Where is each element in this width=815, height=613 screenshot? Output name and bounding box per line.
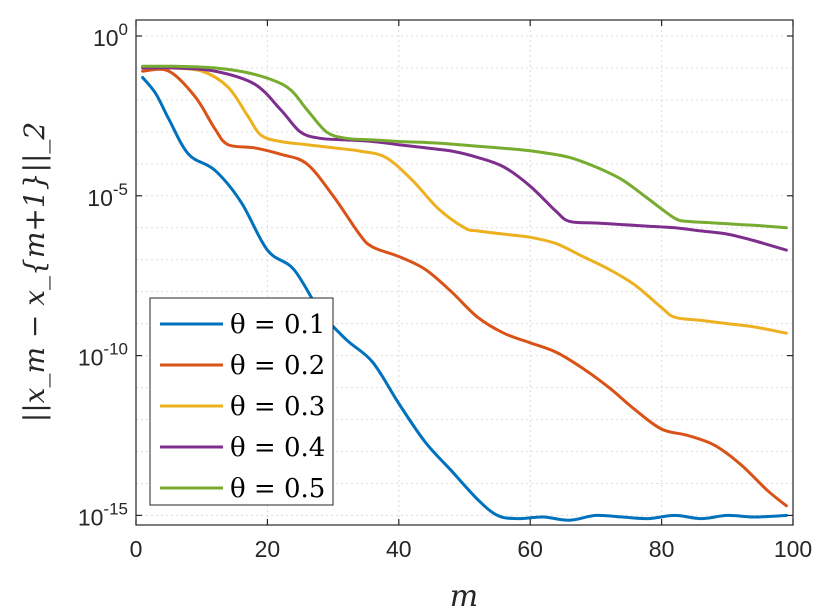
series-line-theta-0.3 bbox=[141, 66, 788, 335]
y-tick-label: 10-5 bbox=[87, 180, 128, 211]
x-tick-label: 60 bbox=[517, 536, 543, 562]
legend-label-theta-0.4: θ = 0.4 bbox=[230, 433, 325, 463]
x-axis-label-text: m bbox=[450, 579, 478, 613]
legend-label-theta-0.2: θ = 0.2 bbox=[230, 351, 325, 381]
legend-box bbox=[149, 297, 334, 506]
y-tick-label: 100 bbox=[93, 20, 128, 51]
y-tick-label: 10-15 bbox=[78, 499, 128, 530]
legend-label-theta-0.3: θ = 0.3 bbox=[230, 392, 325, 422]
series-lines bbox=[141, 64, 788, 522]
x-tick-label: 20 bbox=[255, 536, 281, 562]
series-line-theta-0.2 bbox=[141, 67, 788, 508]
y-tick-label: 10-10 bbox=[78, 340, 128, 371]
legend-label-theta-0.1: θ = 0.1 bbox=[230, 310, 325, 340]
y-axis-label: ||x_m − x_{m+1}||_2 bbox=[18, 122, 51, 422]
x-tick-label: 40 bbox=[386, 536, 412, 562]
y-axis-label-text: ||x_m − x_{m+1}||_2 bbox=[18, 122, 51, 422]
legend: θ = 0.1 θ = 0.2 θ = 0.3 θ = 0.4 θ = 0.5 bbox=[149, 297, 334, 506]
x-tick-label: 0 bbox=[130, 536, 143, 562]
x-axis-label: m bbox=[450, 579, 478, 613]
x-tick-label: 100 bbox=[774, 536, 812, 562]
series-line-theta-0.5 bbox=[141, 64, 788, 230]
x-tick-label: 80 bbox=[649, 536, 675, 562]
series-line-theta-0.4 bbox=[141, 66, 788, 252]
axis-ticks: 0 20 40 60 80 100 100 10-5 10-10 10-15 bbox=[78, 20, 812, 562]
plot-frame bbox=[135, 19, 794, 526]
legend-label-theta-0.5: θ = 0.5 bbox=[230, 474, 325, 504]
series-line-theta-0.1 bbox=[141, 76, 788, 522]
